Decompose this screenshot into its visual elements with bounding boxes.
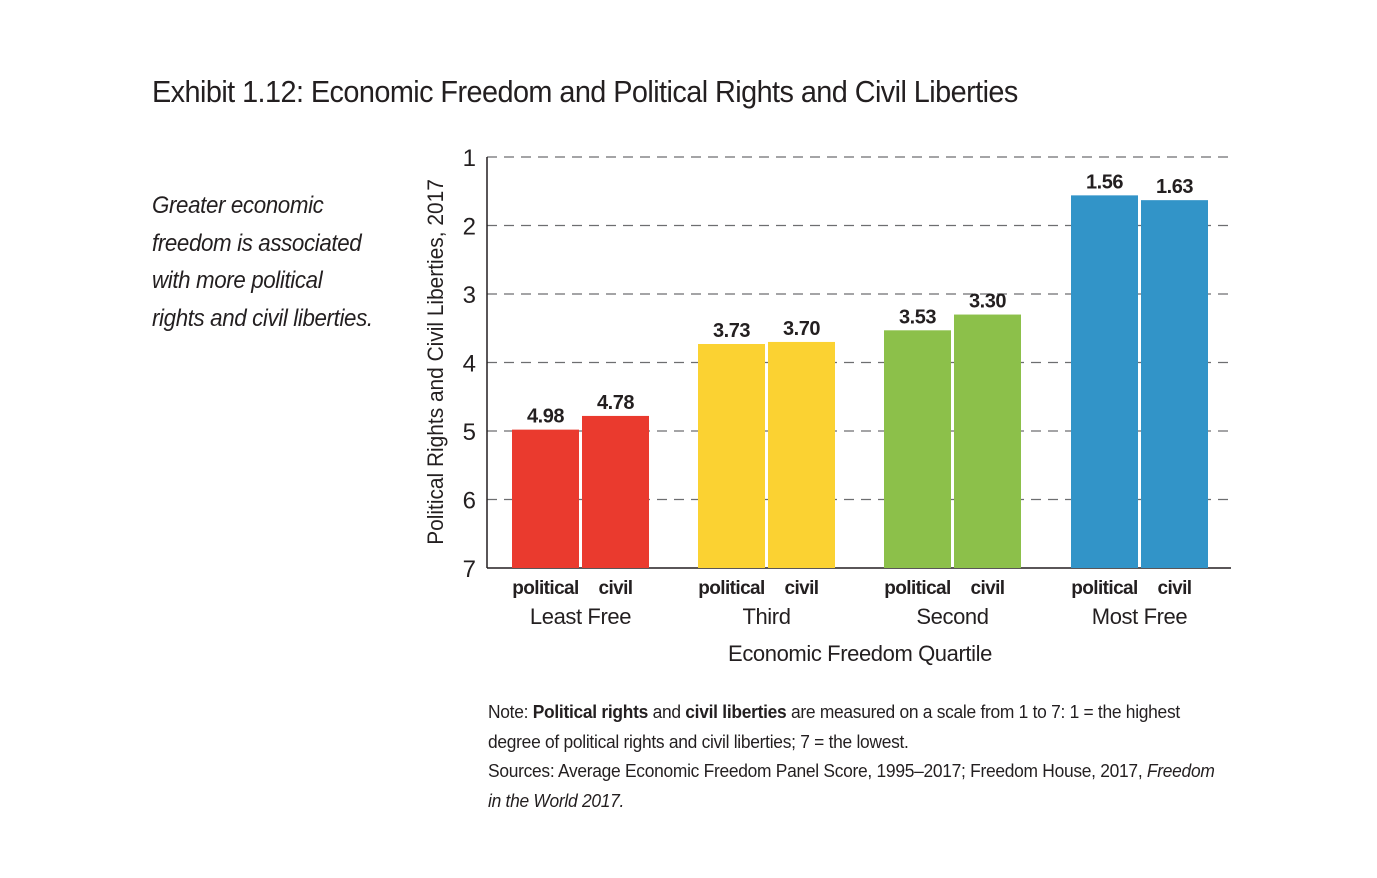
bar-civil	[954, 314, 1021, 568]
sidebar-caption: Greater economic freedom is associated w…	[152, 192, 373, 332]
bar-category-label: political	[698, 578, 764, 599]
data-label: 4.78	[597, 392, 634, 414]
note-mid: and	[648, 701, 686, 722]
bar-category-label: political	[884, 578, 950, 599]
data-label: 4.98	[527, 406, 564, 428]
note-prefix: Note:	[488, 701, 533, 722]
data-label: 1.56	[1086, 171, 1123, 193]
y-tick-label: 2	[463, 214, 476, 241]
chart-title: Exhibit 1.12: Economic Freedom and Polit…	[152, 74, 1018, 109]
y-tick-label: 4	[463, 351, 476, 378]
x-axis-label: Economic Freedom Quartile	[728, 641, 992, 666]
bar-political	[884, 330, 951, 568]
bar-political	[512, 429, 579, 568]
sources-italic: Freedom in the World 2017.	[488, 760, 1215, 811]
sources-text: Sources: Average Economic Freedom Panel …	[488, 760, 1147, 781]
y-tick-label: 3	[463, 282, 476, 309]
y-tick-label: 6	[463, 488, 476, 515]
data-label: 3.53	[899, 306, 936, 328]
y-tick-label: 5	[463, 419, 476, 446]
bar-political	[1071, 195, 1138, 569]
bar-category-label: civil	[971, 578, 1005, 599]
x-category-label: Least Free	[530, 604, 631, 629]
note-bold-political-rights: Political rights	[532, 701, 649, 722]
bar-category-label: political	[1071, 578, 1137, 599]
bar-category-label: civil	[599, 578, 633, 599]
chart-note: Note: Political rights and civil liberti…	[488, 697, 1221, 815]
y-tick-label: 7	[463, 556, 476, 583]
y-tick-label: 1	[463, 145, 476, 172]
note-bold-civil-liberties: civil liberties	[685, 701, 787, 722]
bar-category-label: civil	[1158, 578, 1192, 599]
x-category-label: Most Free	[1092, 604, 1188, 629]
x-category-label: Second	[916, 604, 988, 629]
bar-civil	[1141, 200, 1208, 568]
note-rest: are measured on a scale from 1 to 7: 1 =…	[488, 701, 1180, 752]
data-label: 3.73	[713, 320, 750, 342]
y-axis-label: Political Rights and Civil Liberties, 20…	[424, 179, 449, 545]
x-category-label: Third	[742, 604, 790, 629]
bar-civil	[582, 415, 649, 568]
data-label: 1.63	[1156, 176, 1193, 198]
bar-civil	[768, 341, 835, 568]
bar-category-label: political	[512, 578, 578, 599]
bar-political	[698, 344, 765, 568]
bar-category-label: civil	[785, 578, 819, 599]
data-label: 3.30	[969, 291, 1006, 313]
data-label: 3.70	[783, 318, 820, 340]
